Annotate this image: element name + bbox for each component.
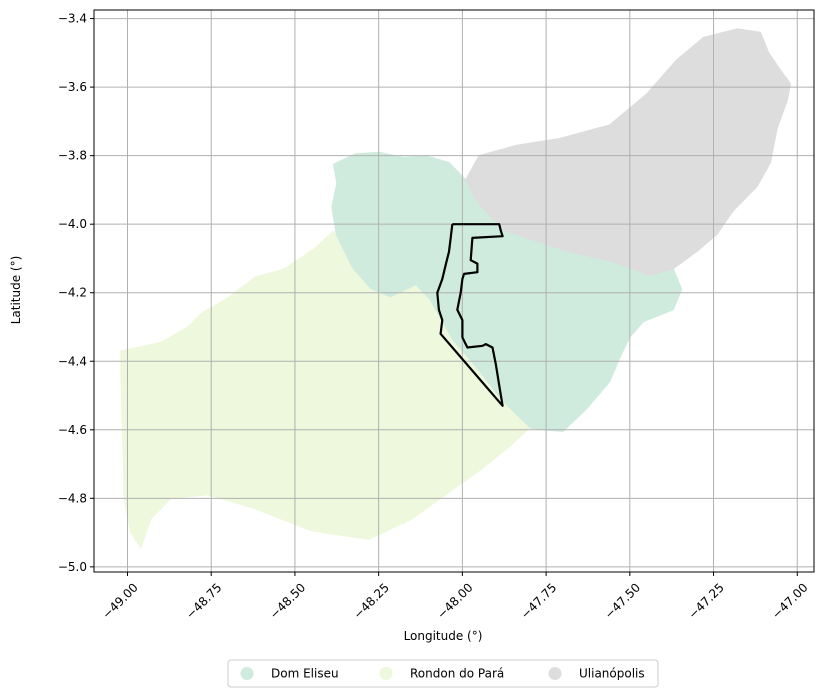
legend: Dom Eliseu Rondon do Pará Ulianópolis xyxy=(227,659,659,688)
region-ulianopolis xyxy=(465,28,792,277)
legend-items: Dom Eliseu Rondon do Pará Ulianópolis xyxy=(240,667,645,681)
y-tick-label: −4.6 xyxy=(58,423,87,437)
legend-marker-ulianopolis xyxy=(548,667,562,680)
outline-path xyxy=(436,223,504,407)
legend-marker-dom-eliseu xyxy=(240,667,254,680)
y-tick-label: −4.0 xyxy=(58,217,87,231)
legend-marker-rondon-do-para xyxy=(379,667,393,680)
y-axis-label: Latitude (°) xyxy=(9,256,23,325)
legend-frame xyxy=(227,659,659,688)
legend-label-dom-eliseu: Dom Eliseu xyxy=(271,667,339,681)
y-tick-label: −5.0 xyxy=(58,560,87,574)
y-tick-label: −3.8 xyxy=(58,149,87,163)
y-tick-label: −4.8 xyxy=(58,491,87,505)
y-tick-label: −3.4 xyxy=(58,12,87,26)
legend-label-rondon-do-para: Rondon do Pará xyxy=(410,667,504,681)
y-tick-label: −3.6 xyxy=(58,80,87,94)
grid-lines xyxy=(94,10,814,572)
legend-label-ulianopolis: Ulianópolis xyxy=(579,667,645,681)
y-tick-label: −4.2 xyxy=(58,286,87,300)
outline-boundary xyxy=(436,223,504,407)
axes-frame xyxy=(93,9,815,573)
x-axis-label: Longitude (°) xyxy=(404,629,483,643)
y-tick-label: −4.4 xyxy=(58,354,87,368)
y-axis-ticks: −3.4 −3.6 −3.8 −4.0 −4.2 −4.4 −4.6 −4.8 −5.0 xyxy=(58,12,94,574)
